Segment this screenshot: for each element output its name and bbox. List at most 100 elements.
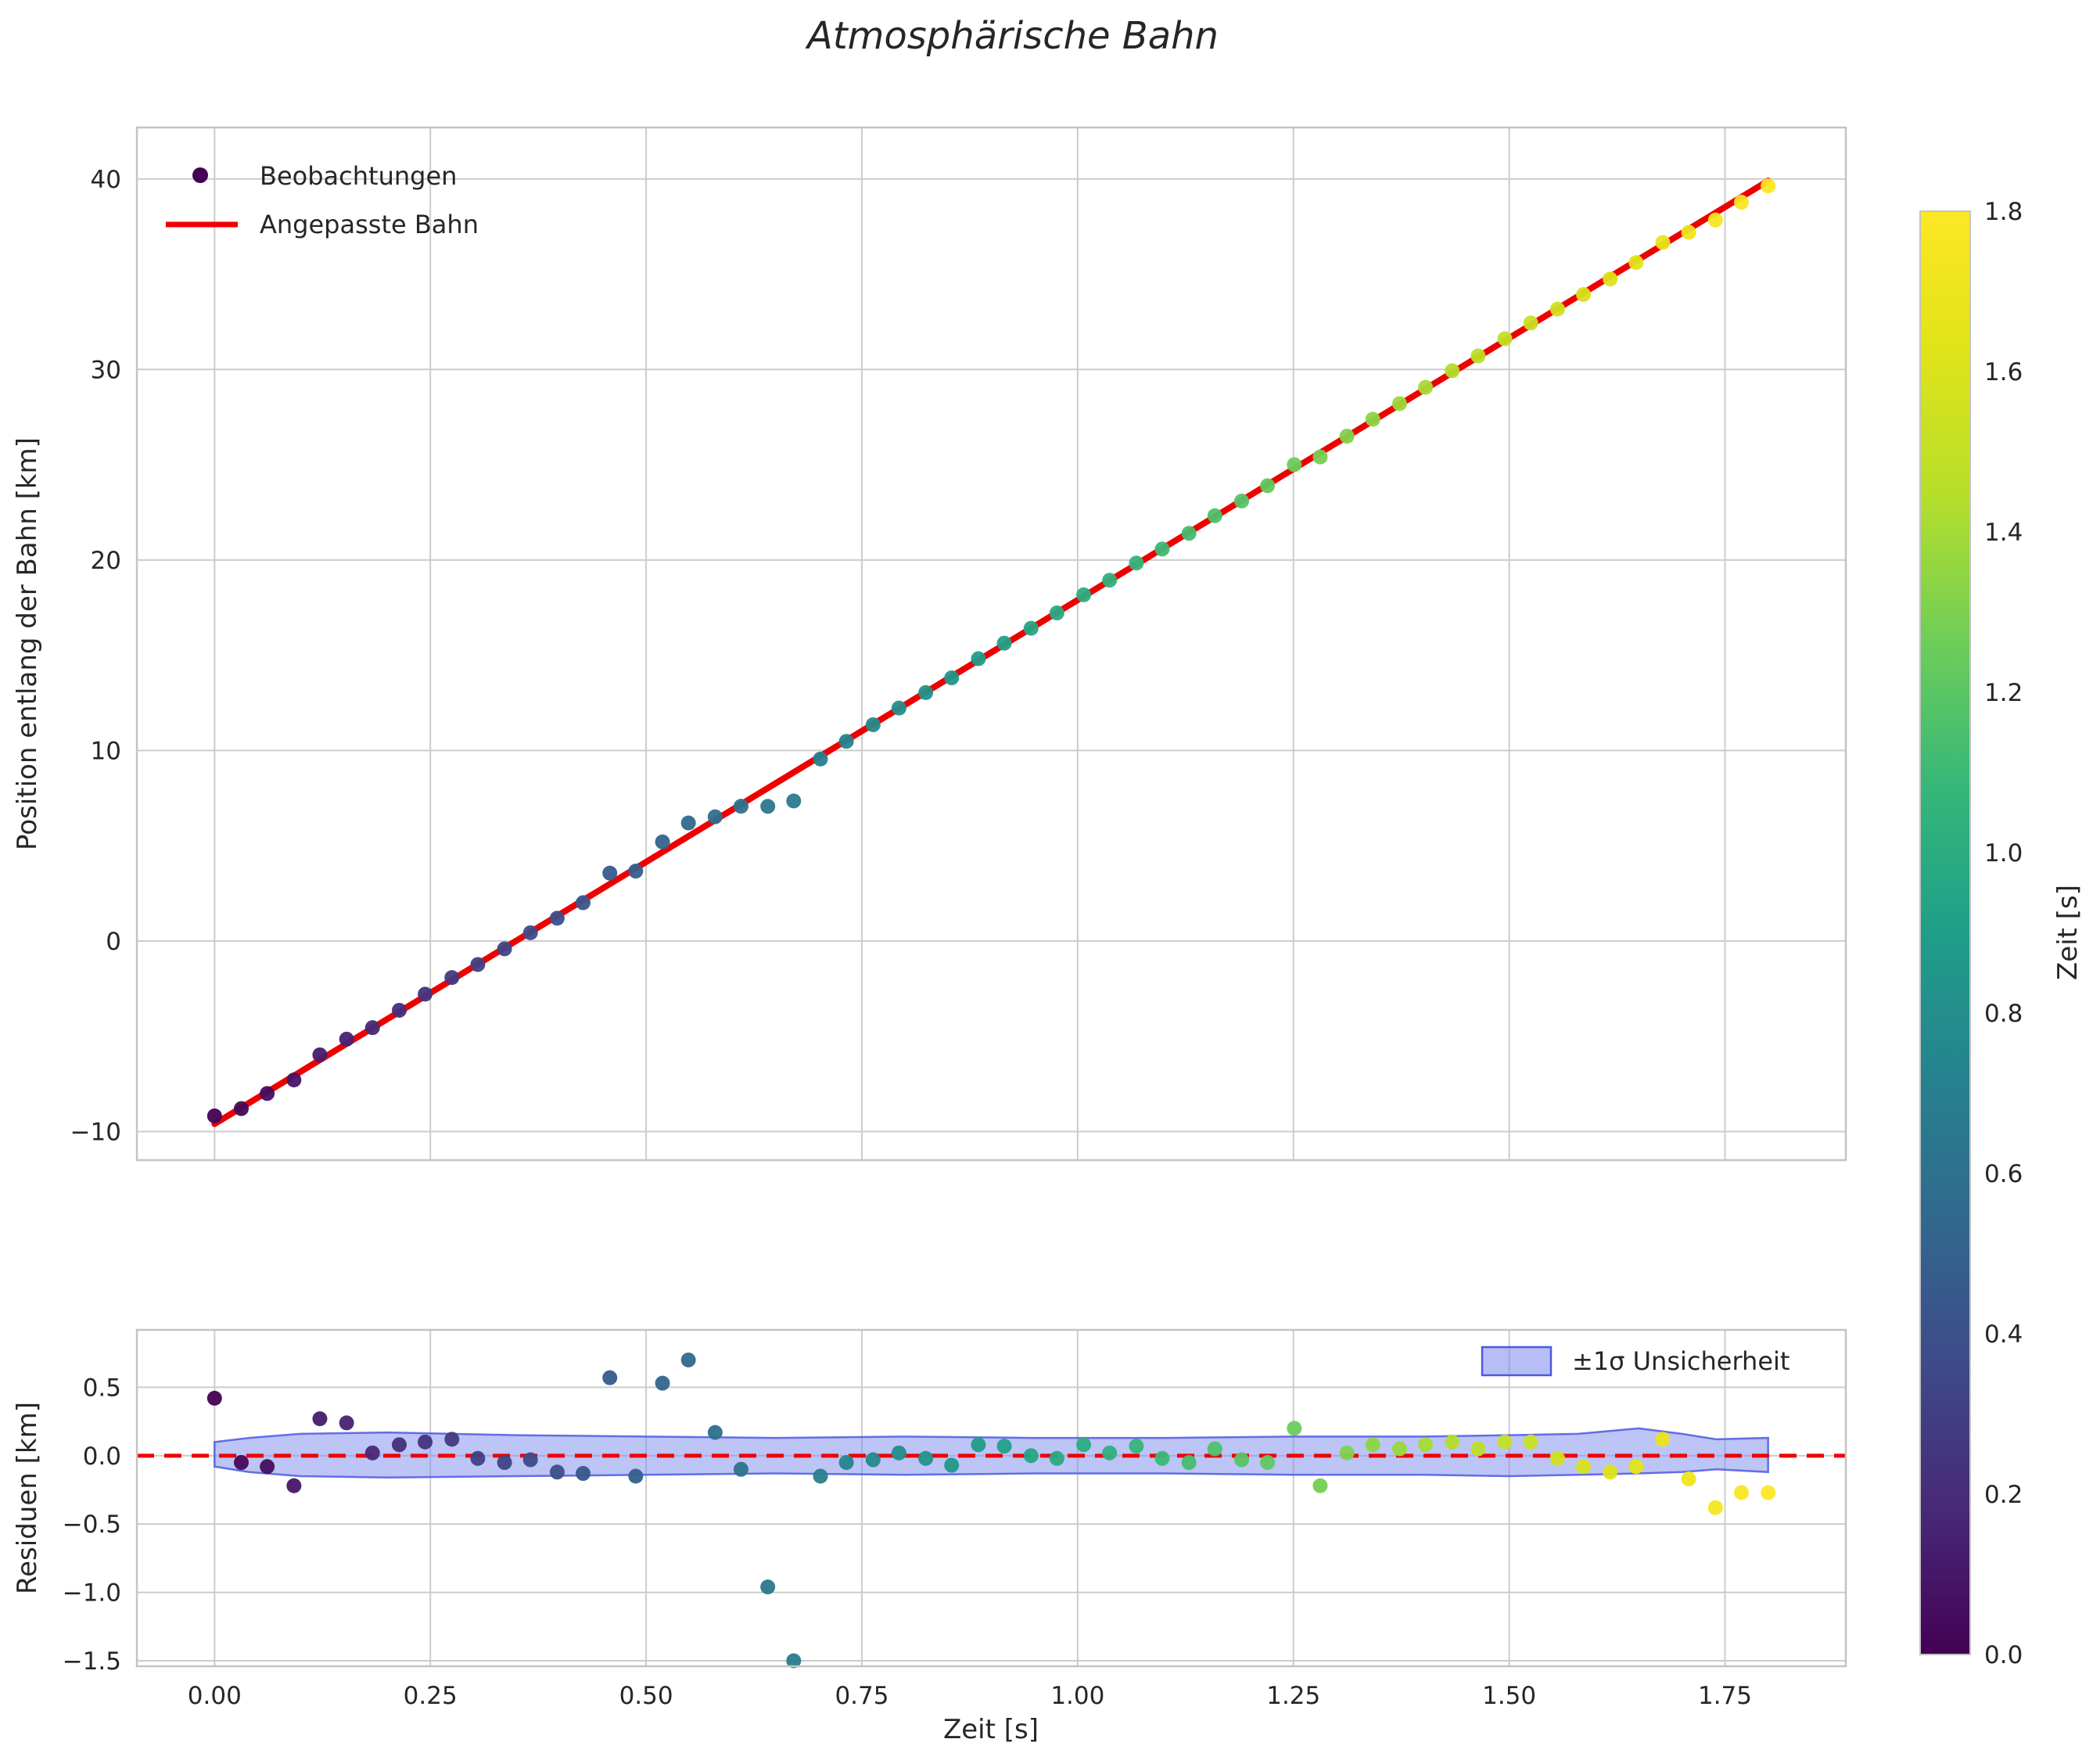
residual-point	[707, 1425, 723, 1440]
colorbar-outline	[1919, 210, 1971, 1655]
observation-point	[707, 809, 723, 825]
colorbar-tick-label: 1.2	[1984, 679, 2023, 707]
residual-point	[760, 1579, 776, 1595]
observation-point	[1628, 255, 1644, 271]
observation-point	[339, 1031, 354, 1047]
residual-point	[1445, 1434, 1460, 1450]
observation-point	[444, 970, 460, 986]
residual-point	[1023, 1448, 1039, 1464]
residual-point	[1707, 1500, 1723, 1515]
residuals-y-tick-label: −1.5	[63, 1647, 121, 1676]
observation-point	[786, 793, 802, 809]
observation-point	[655, 834, 670, 850]
residual-point	[1603, 1464, 1618, 1480]
residual-point	[1576, 1459, 1592, 1475]
residuals-y-axis-label: Residuen [km]	[12, 1402, 43, 1594]
residual-point	[865, 1452, 881, 1468]
colorbar-tick-label: 0.4	[1984, 1320, 2023, 1349]
residual-point	[1470, 1441, 1486, 1457]
residual-point	[1339, 1445, 1355, 1461]
plot-background	[137, 128, 1846, 1160]
observation-point	[1207, 508, 1222, 523]
residual-point	[813, 1468, 828, 1484]
observation-point	[1339, 429, 1355, 444]
observation-point	[576, 895, 591, 911]
residual-point	[444, 1432, 460, 1447]
trajectory-y-tick-label: −10	[70, 1118, 121, 1146]
residual-point	[1234, 1452, 1250, 1468]
residual-point	[206, 1390, 222, 1406]
observation-point	[1102, 573, 1118, 588]
colorbar-tick-label: 0.6	[1984, 1160, 2023, 1188]
observation-point	[680, 815, 696, 831]
observation-point	[1181, 526, 1197, 541]
residual-point	[971, 1437, 986, 1453]
observation-point	[733, 799, 748, 814]
trajectory-plot: −10 0 10 20 30 40	[70, 126, 1847, 1162]
residual-point	[680, 1352, 696, 1367]
colorbar-gradient	[1920, 211, 1970, 1655]
colorbar-tick-label: 1.6	[1984, 358, 2023, 386]
residual-point	[1628, 1459, 1644, 1475]
observation-point	[1576, 286, 1592, 302]
observation-point	[418, 986, 433, 1002]
observation-point	[602, 865, 618, 881]
residuals-y-tick-label: −0.5	[63, 1511, 121, 1539]
residual-point	[522, 1452, 538, 1468]
residual-point	[1181, 1455, 1197, 1471]
residual-point	[786, 1653, 802, 1669]
residual-point	[1287, 1421, 1302, 1436]
observation-point	[1497, 331, 1513, 347]
observation-point	[260, 1086, 275, 1101]
residual-point	[1497, 1434, 1513, 1450]
trajectory-y-axis-label: Position entlang der Bahn [km]	[12, 437, 43, 850]
residual-point	[891, 1445, 906, 1461]
residual-point	[602, 1370, 618, 1385]
residual-point	[1049, 1450, 1064, 1466]
observation-point	[206, 1108, 222, 1123]
residual-point	[1733, 1485, 1749, 1500]
residual-point	[418, 1434, 433, 1450]
residual-point	[1207, 1441, 1222, 1457]
observation-point	[497, 941, 512, 957]
colorbar-tick-label: 0.2	[1984, 1481, 2023, 1509]
legend-observations-label: Beobachtungen	[260, 161, 457, 191]
colorbar-tick-label: 0.8	[1984, 1000, 2023, 1028]
axes-border	[135, 1328, 1847, 1668]
residual-point	[1391, 1441, 1407, 1457]
colorbar-tick-label: 1.8	[1984, 198, 2023, 226]
observation-point	[1076, 587, 1092, 602]
residual-point	[497, 1455, 512, 1471]
residual-point	[838, 1455, 854, 1471]
x-axis-label: Zeit [s]	[943, 1714, 1039, 1745]
observation-point	[1418, 379, 1434, 395]
residual-point	[260, 1459, 275, 1475]
observation-point	[1234, 493, 1250, 508]
residual-point	[655, 1375, 670, 1391]
legend-observations-marker-icon	[192, 167, 208, 183]
observation-point	[1391, 396, 1407, 411]
trajectory-y-tick-label: 10	[91, 737, 121, 765]
residual-point	[944, 1457, 960, 1473]
observation-point	[234, 1101, 249, 1116]
x-tick-label: 1.25	[1266, 1682, 1320, 1710]
trajectory-y-tick-label: 30	[91, 356, 121, 384]
observation-point	[1312, 449, 1328, 465]
residual-point	[1418, 1437, 1434, 1453]
residual-point	[286, 1478, 302, 1493]
residual-point	[1549, 1450, 1565, 1466]
colorbar-tick-label: 1.0	[1984, 839, 2023, 868]
observation-point	[838, 734, 854, 749]
legend-band-label: ±1σ Unsicherheit	[1572, 1346, 1789, 1376]
residual-point	[1761, 1485, 1776, 1500]
observation-point	[813, 751, 828, 767]
observation-point	[391, 1002, 407, 1018]
residual-point	[1523, 1434, 1538, 1450]
x-tick-label: 0.75	[835, 1682, 888, 1710]
residual-point	[1260, 1455, 1276, 1471]
residual-point	[339, 1415, 354, 1431]
x-tick-label: 1.50	[1482, 1682, 1536, 1710]
observation-point	[1681, 225, 1696, 240]
colorbar: 0.0 0.2 0.4 0.6 0.8 1.0 1.2 1.4 1.6 1.8	[1919, 198, 2023, 1669]
observation-point	[1287, 457, 1302, 472]
